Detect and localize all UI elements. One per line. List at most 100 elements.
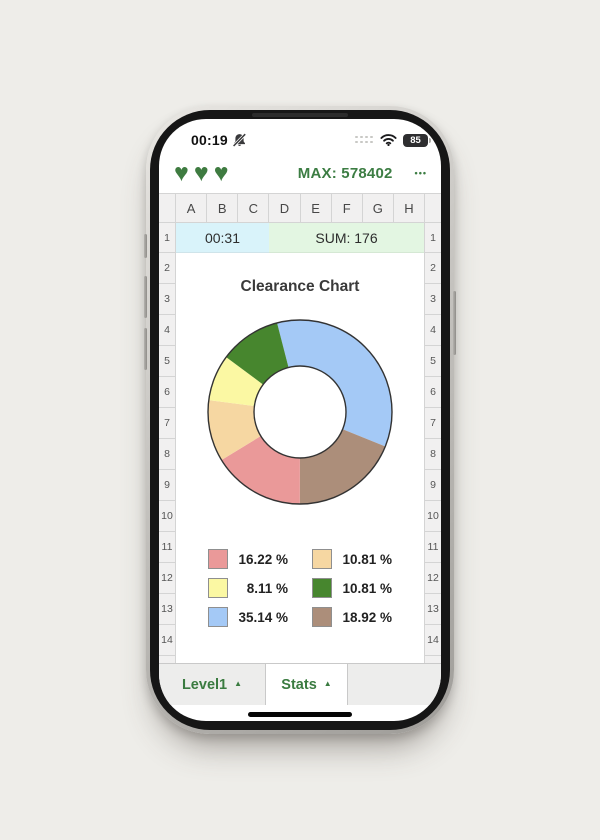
chevron-up-icon: ▲ [323,679,332,688]
row-number-cell[interactable]: 2 [425,253,441,284]
legend-item: 10.81 % [312,549,392,569]
column-header-F[interactable]: F [331,194,363,223]
volume-up-button [144,276,147,318]
row-number-cell[interactable]: 14 [425,625,441,656]
row-number-cell[interactable]: 13 [159,594,175,625]
home-indicator[interactable] [248,712,352,717]
row-number-cell[interactable]: 11 [159,532,175,563]
phone-bezel: 00:19 [150,110,450,730]
phone-screen: 00:19 [159,119,441,721]
row-number-cell[interactable]: 1 [424,223,441,253]
row-number-cell[interactable]: 4 [425,315,441,346]
power-button [453,291,456,355]
battery-nub [429,137,431,143]
row-number-cell[interactable]: 14 [159,625,175,656]
row-number-cell[interactable]: 12 [425,563,441,594]
row-number-cell[interactable]: 2 [159,253,175,284]
column-header-B[interactable]: B [207,194,239,223]
chart-legend: 16.22 % 10.81 % 8.11 % 10.81 % 35.14 % 18.92 … [208,549,392,627]
row-numbers-left: 2 3 4 5 6 7 8 9 10 11 12 13 14 [159,253,176,663]
column-header-A[interactable]: A [176,194,208,223]
status-bar: 00:19 [159,119,441,153]
legend-label: 8.11 % [246,580,288,596]
status-time: 00:19 [191,132,228,148]
heart-icon: ♥ [174,159,189,187]
heart-icon: ♥ [193,159,209,187]
row-number-cell[interactable]: 6 [159,377,175,408]
donut-inner-hole [253,365,347,459]
row-number-cell[interactable]: 5 [425,346,441,377]
column-header-G[interactable]: G [362,194,394,223]
legend-swatch [208,607,228,627]
corner-cell-left [159,194,176,223]
legend-label: 16.22 % [238,551,288,567]
row-numbers-right: 2 3 4 5 6 7 8 9 10 11 12 13 14 [424,253,441,663]
row-number-cell[interactable]: 13 [425,594,441,625]
cellular-signal-dots-icon [355,135,374,145]
row-number-cell[interactable]: 4 [159,315,175,346]
row-number-cell[interactable]: 1 [159,223,176,253]
speaker-grille [252,113,348,117]
app-header: ♥ ♥ ♥ MAX: 578402 ••• [159,153,441,193]
grid-body: 2 3 4 5 6 7 8 9 10 11 12 13 14 Clearance Chart 16.22… [159,253,441,663]
donut-outer-ring [207,319,393,505]
legend-label: 35.14 % [238,609,288,625]
legend-swatch [208,549,228,569]
chart-title: Clearance Chart [240,278,360,295]
legend-label: 10.81 % [342,551,392,567]
battery-icon: 85 [403,133,431,147]
row-number-cell[interactable]: 7 [425,408,441,439]
mute-bell-icon [232,133,247,147]
legend-swatch [312,549,332,569]
tab-level1[interactable]: Level1 ▲ [159,664,265,705]
corner-cell-right [424,194,441,223]
column-header-H[interactable]: H [393,194,424,223]
action-button [144,234,147,258]
row-number-cell[interactable]: 10 [159,501,175,532]
max-score-label: MAX: 578402 [297,164,393,182]
row-number-cell[interactable]: 9 [425,470,441,501]
phone-frame: 00:19 [144,106,456,734]
tab-stats[interactable]: Stats ▲ [265,664,348,705]
volume-down-button [144,328,147,370]
column-header-D[interactable]: D [269,194,301,223]
row-1: 1 00:31 SUM: 176 1 [159,223,441,253]
tabbar-filler [348,664,441,705]
column-header-E[interactable]: E [300,194,332,223]
row-number-cell[interactable]: 12 [159,563,175,594]
row-number-cell[interactable]: 8 [425,439,441,470]
row-number-cell[interactable]: 6 [425,377,441,408]
tab-stats-label: Stats [281,676,317,693]
legend-label: 10.81 % [342,580,392,596]
row-number-cell[interactable]: 3 [425,284,441,315]
row-number-cell[interactable]: 9 [159,470,175,501]
sheet-tab-bar: Level1 ▲ Stats ▲ [159,663,441,705]
tab-level1-label: Level1 [181,676,228,693]
timer-cell[interactable]: 00:31 [176,223,269,253]
chevron-up-icon: ▲ [234,679,243,688]
donut-chart [200,312,400,517]
legend-item: 18.92 % [312,607,392,627]
chart-panel: Clearance Chart 16.22 % 10.81 % 8.11 % 10.8… [176,253,424,663]
menu-button[interactable]: ••• [414,168,427,178]
sum-cell[interactable]: SUM: 176 [269,223,424,253]
row-number-cell[interactable]: 7 [159,408,175,439]
row-number-cell[interactable]: 5 [159,346,175,377]
legend-item: 8.11 % [208,578,288,598]
wifi-icon [380,134,397,146]
legend-swatch [312,607,332,627]
battery-percent: 85 [403,133,428,147]
legend-label: 18.92 % [342,609,392,625]
bottom-safe-area [159,705,441,721]
legend-item: 16.22 % [208,549,288,569]
legend-swatch [208,578,228,598]
legend-item: 35.14 % [208,607,288,627]
row-number-cell[interactable]: 10 [425,501,441,532]
column-header-C[interactable]: C [238,194,270,223]
heart-icon: ♥ [213,159,229,187]
row-number-cell[interactable]: 3 [159,284,175,315]
row-number-cell[interactable]: 8 [159,439,175,470]
row-number-cell[interactable]: 11 [425,532,441,563]
legend-item: 10.81 % [312,578,392,598]
